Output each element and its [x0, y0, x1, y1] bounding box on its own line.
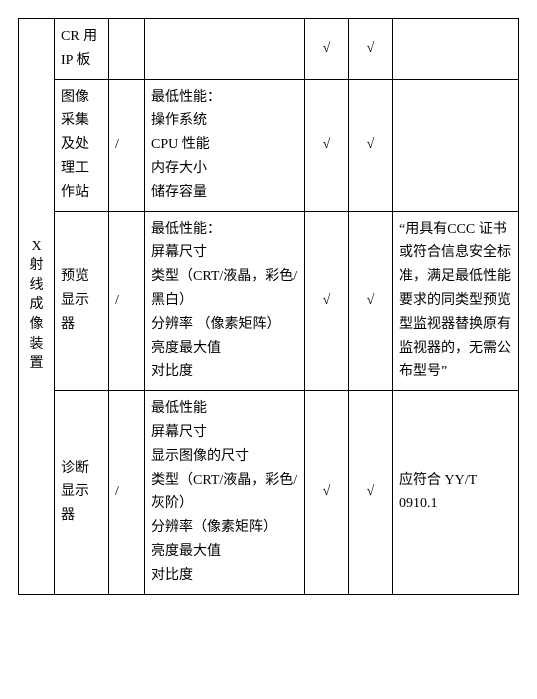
- note-cell: “用具有CCC 证书或符合信息安全标准，满足最低性能要求的同类型预览型监视器替换…: [393, 211, 519, 391]
- check-1: √: [305, 211, 349, 391]
- check-2: √: [349, 391, 393, 594]
- item-name: 预览显示器: [55, 211, 109, 391]
- table-row: 图像采集及处理工作站 / 最低性能： 操作系统 CPU 性能 内存大小 储存容量…: [19, 79, 519, 211]
- spec-cell: [145, 19, 305, 80]
- spec-cell: 最低性能： 操作系统 CPU 性能 内存大小 储存容量: [145, 79, 305, 211]
- check-2: √: [349, 211, 393, 391]
- note-cell: [393, 79, 519, 211]
- check-2: √: [349, 79, 393, 211]
- table-row: 预览显示器 / 最低性能： 屏幕尺寸 类型（CRT/液晶，彩色/黑白） 分辨率 …: [19, 211, 519, 391]
- item-name: 图像采集及处理工作站: [55, 79, 109, 211]
- spec-text: 最低性能 屏幕尺寸 显示图像的尺寸 类型（CRT/液晶，彩色/灰阶） 分辨率（像…: [151, 401, 297, 583]
- row-header-cell: X 射线成像装置: [19, 19, 55, 595]
- check-1: √: [305, 79, 349, 211]
- spec-table: X 射线成像装置 CR 用IP 板 √ √ 图像采集及处理工作站 / 最低性能：…: [18, 18, 519, 595]
- check-2: √: [349, 19, 393, 80]
- spec-text: 最低性能： 屏幕尺寸 类型（CRT/液晶，彩色/黑白） 分辨率 （像素矩阵） 亮…: [151, 222, 297, 380]
- note-cell: 应符合 YY/T 0910.1: [393, 391, 519, 594]
- check-1: √: [305, 19, 349, 80]
- col-slash: /: [109, 79, 145, 211]
- col-slash: [109, 19, 145, 80]
- col-slash: /: [109, 211, 145, 391]
- table-row: 诊断显示器 / 最低性能 屏幕尺寸 显示图像的尺寸 类型（CRT/液晶，彩色/灰…: [19, 391, 519, 594]
- item-name: 诊断显示器: [55, 391, 109, 594]
- row-header-text: X 射线成像装置: [30, 237, 44, 374]
- check-1: √: [305, 391, 349, 594]
- spec-cell: 最低性能： 屏幕尺寸 类型（CRT/液晶，彩色/黑白） 分辨率 （像素矩阵） 亮…: [145, 211, 305, 391]
- col-slash: /: [109, 391, 145, 594]
- note-cell: [393, 19, 519, 80]
- spec-text: 最低性能： 操作系统 CPU 性能 内存大小 储存容量: [151, 90, 221, 200]
- table-row: X 射线成像装置 CR 用IP 板 √ √: [19, 19, 519, 80]
- item-name: CR 用IP 板: [55, 19, 109, 80]
- spec-cell: 最低性能 屏幕尺寸 显示图像的尺寸 类型（CRT/液晶，彩色/灰阶） 分辨率（像…: [145, 391, 305, 594]
